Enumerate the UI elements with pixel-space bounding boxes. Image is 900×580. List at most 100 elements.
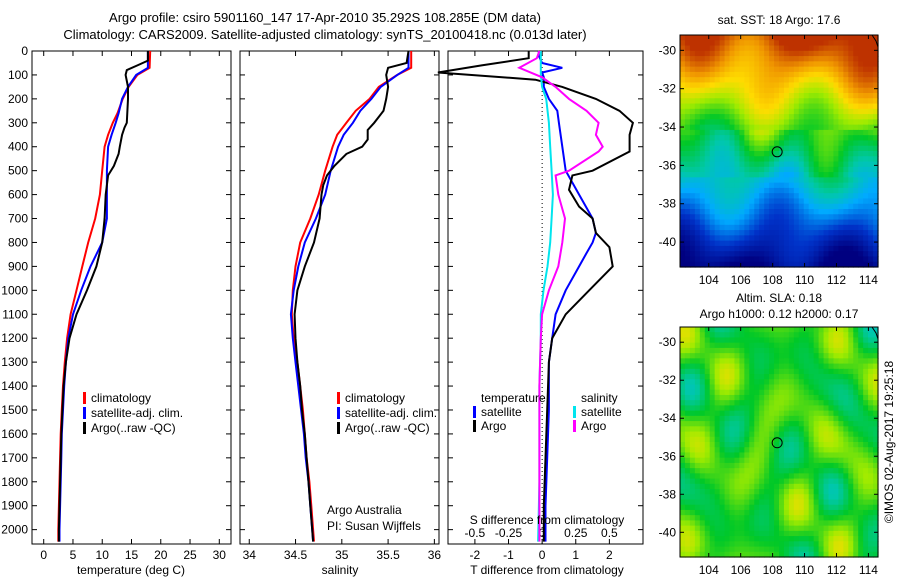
- map-cell: [729, 457, 736, 464]
- map-cell: [704, 551, 711, 558]
- map-cell: [843, 483, 849, 490]
- map-cell: [719, 525, 726, 532]
- map-cell: [714, 230, 721, 236]
- map-cell: [788, 156, 795, 163]
- map-cell: [853, 452, 859, 459]
- map-cell: [863, 431, 869, 438]
- map-cell: [823, 353, 830, 359]
- map-cell: [843, 214, 849, 221]
- map-cell: [818, 256, 825, 263]
- map-cell: [724, 436, 731, 443]
- map-cell: [853, 358, 859, 365]
- map-cell: [724, 358, 731, 365]
- map-cell: [793, 499, 800, 506]
- map-cell: [863, 363, 869, 370]
- map-cell: [744, 124, 750, 131]
- map-cell: [724, 410, 731, 417]
- map-cell: [848, 489, 854, 495]
- map-cell: [858, 504, 864, 511]
- map-cell: [734, 209, 740, 215]
- map-cell: [734, 182, 740, 189]
- map-cell: [868, 251, 874, 258]
- map-cell: [858, 342, 864, 349]
- map-cell: [699, 198, 706, 205]
- map-cell: [858, 87, 864, 94]
- map-x-tick-label: 106: [731, 273, 751, 287]
- map-cell: [788, 457, 795, 464]
- map-cell: [823, 447, 830, 454]
- map-cell: [699, 353, 706, 359]
- map-cell: [754, 98, 760, 105]
- map-cell: [684, 103, 691, 110]
- map-cell: [833, 509, 839, 516]
- map-x-tick-label: 112: [827, 563, 846, 577]
- map-cell: [873, 551, 879, 558]
- map-cell: [848, 151, 854, 157]
- map-cell: [853, 400, 859, 407]
- map-cell: [739, 71, 745, 78]
- map-cell: [833, 384, 839, 391]
- map-cell: [858, 214, 864, 221]
- map-cell: [764, 337, 770, 344]
- map-cell: [724, 499, 731, 506]
- map-cell: [813, 177, 820, 184]
- map-y-tick-label: -38: [659, 197, 677, 211]
- map-cell: [754, 530, 760, 537]
- map-cell: [788, 394, 795, 401]
- map-cell: [769, 129, 775, 136]
- map-cell: [783, 245, 790, 252]
- map-cell: [719, 124, 726, 131]
- map-cell: [813, 536, 820, 542]
- map-cell: [848, 66, 854, 73]
- map-cell: [873, 374, 879, 380]
- map-cell: [823, 525, 830, 532]
- map-cell: [699, 447, 706, 454]
- map-cell: [769, 77, 775, 84]
- map-cell: [774, 415, 780, 422]
- map-cell: [754, 483, 760, 490]
- map-cell: [853, 389, 859, 396]
- map-cell: [853, 114, 859, 120]
- map-cell: [749, 358, 755, 365]
- map-cell: [853, 77, 859, 84]
- map-cell: [788, 161, 795, 168]
- map-cell: [783, 394, 790, 401]
- map-cell: [734, 342, 740, 349]
- map-cell: [853, 50, 859, 57]
- map-cell: [734, 426, 740, 433]
- map-cell: [749, 245, 755, 252]
- map-cell: [838, 384, 844, 391]
- map-cell: [788, 203, 795, 210]
- map-cell: [719, 452, 726, 459]
- map-cell: [798, 66, 805, 73]
- map-cell: [838, 327, 844, 333]
- map-cell: [724, 71, 731, 78]
- map-cell: [749, 515, 755, 522]
- map-cell: [783, 374, 790, 380]
- map-cell: [704, 71, 711, 78]
- map-cell: [868, 182, 874, 189]
- map-cell: [729, 473, 736, 480]
- map-cell: [853, 332, 859, 339]
- map-cell: [798, 347, 805, 354]
- map-cell: [684, 379, 691, 386]
- map-cell: [769, 35, 775, 41]
- map-cell: [749, 530, 755, 537]
- map-cell: [828, 436, 835, 443]
- map-cell: [749, 368, 755, 375]
- map-cell: [788, 347, 795, 354]
- map-cell: [858, 230, 864, 236]
- map-cell: [764, 363, 770, 370]
- map-cell: [714, 66, 721, 73]
- map-cell: [739, 447, 745, 454]
- map-cell: [754, 87, 760, 94]
- map-cell: [853, 224, 859, 231]
- map-cell: [744, 230, 750, 236]
- map-cell: [729, 82, 736, 89]
- map-cell: [729, 119, 736, 126]
- map-cell: [699, 161, 706, 168]
- map-cell: [764, 177, 770, 184]
- map-cell: [843, 405, 849, 412]
- map-cell: [704, 358, 711, 365]
- map-cell: [754, 66, 760, 73]
